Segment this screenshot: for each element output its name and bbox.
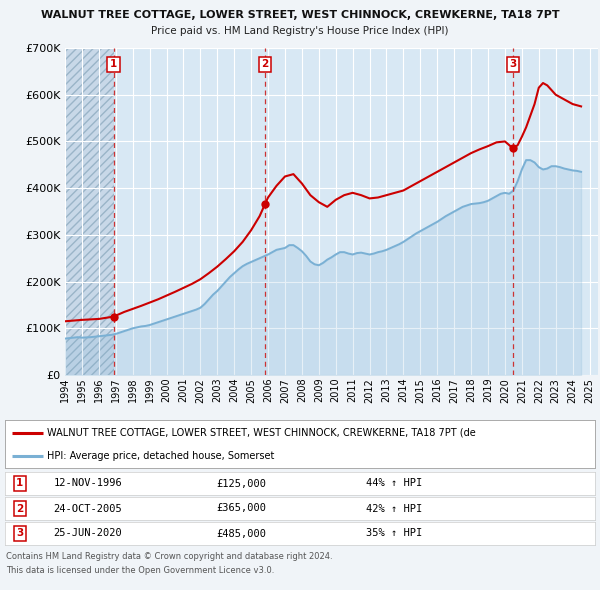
Text: 2: 2 [16,503,23,513]
Text: £365,000: £365,000 [216,503,266,513]
Text: WALNUT TREE COTTAGE, LOWER STREET, WEST CHINNOCK, CREWKERNE, TA18 7PT: WALNUT TREE COTTAGE, LOWER STREET, WEST … [41,10,559,20]
Text: 3: 3 [509,60,517,70]
Text: 1: 1 [110,60,117,70]
Text: HPI: Average price, detached house, Somerset: HPI: Average price, detached house, Some… [47,451,275,461]
Text: 35% ↑ HPI: 35% ↑ HPI [366,529,422,539]
Text: Price paid vs. HM Land Registry's House Price Index (HPI): Price paid vs. HM Land Registry's House … [151,26,449,36]
Text: Contains HM Land Registry data © Crown copyright and database right 2024.: Contains HM Land Registry data © Crown c… [6,552,332,561]
Text: 42% ↑ HPI: 42% ↑ HPI [366,503,422,513]
Text: 25-JUN-2020: 25-JUN-2020 [53,529,122,539]
Text: £125,000: £125,000 [216,478,266,489]
Text: 44% ↑ HPI: 44% ↑ HPI [366,478,422,489]
Text: 12-NOV-1996: 12-NOV-1996 [53,478,122,489]
Text: £485,000: £485,000 [216,529,266,539]
Text: 2: 2 [261,60,268,70]
Text: 3: 3 [16,529,23,539]
Text: This data is licensed under the Open Government Licence v3.0.: This data is licensed under the Open Gov… [6,566,274,575]
Text: WALNUT TREE COTTAGE, LOWER STREET, WEST CHINNOCK, CREWKERNE, TA18 7PT (de: WALNUT TREE COTTAGE, LOWER STREET, WEST … [47,428,476,438]
Text: 1: 1 [16,478,23,489]
Text: 24-OCT-2005: 24-OCT-2005 [53,503,122,513]
